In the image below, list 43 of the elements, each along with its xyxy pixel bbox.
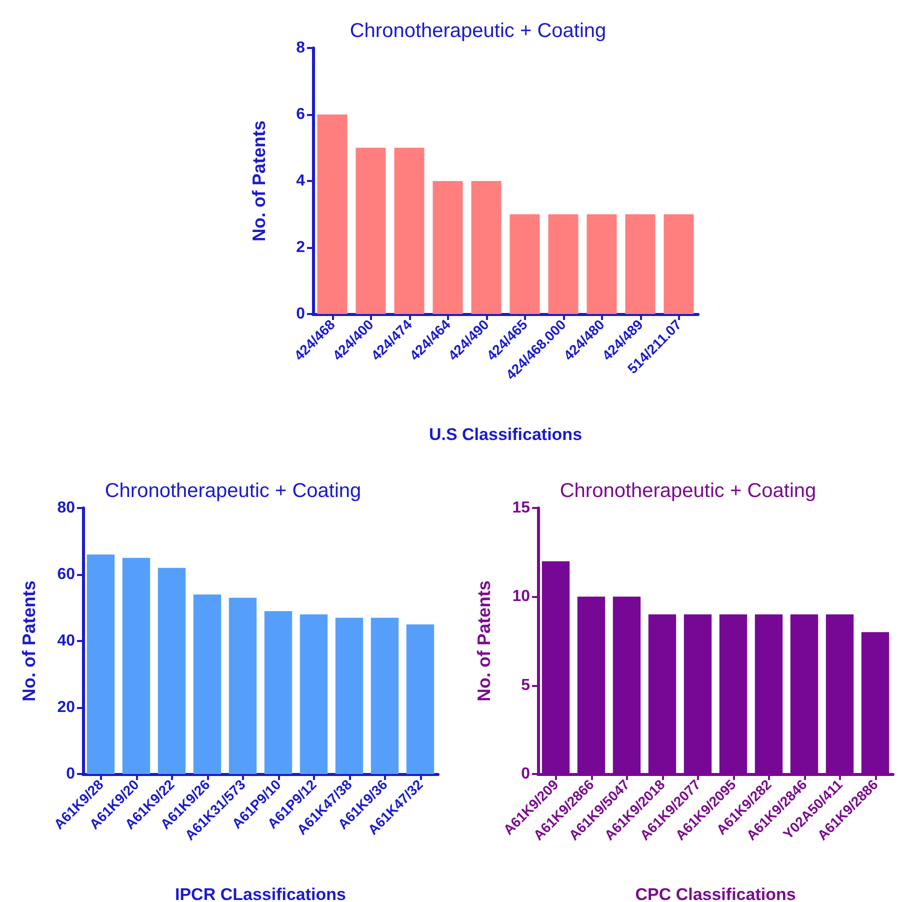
bar xyxy=(228,598,257,774)
bar xyxy=(370,618,399,774)
bar xyxy=(335,618,364,774)
bar xyxy=(510,214,540,314)
bar xyxy=(317,114,348,314)
y-tick-label: 5 xyxy=(521,676,530,694)
y-tick-label: 0 xyxy=(521,766,530,782)
bar xyxy=(664,214,694,314)
chart-title: Chronotherapeutic + Coating xyxy=(104,480,362,502)
y-axis-title: No. of Patents xyxy=(19,580,39,702)
y-tick-label: 0 xyxy=(66,766,76,782)
y-tick-label: 80 xyxy=(57,500,76,516)
y-tick-label: 20 xyxy=(57,699,76,716)
y-tick-label: 4 xyxy=(296,172,306,190)
bar xyxy=(264,611,292,774)
bar xyxy=(625,214,656,314)
x-axis-title: CPC Classifications xyxy=(635,885,796,902)
bar xyxy=(158,568,186,774)
chart-title: Chronotherapeutic + Coating xyxy=(350,20,606,42)
y-tick-label: 60 xyxy=(57,566,76,583)
bar xyxy=(122,558,150,774)
bar xyxy=(471,181,502,314)
bar xyxy=(586,214,617,314)
chart-title: Chronotherapeutic + Coating xyxy=(560,480,816,502)
y-tick-label: 6 xyxy=(296,106,306,123)
y-axis-title: No. of Patents xyxy=(474,580,494,702)
x-axis-title: U.S Classifications xyxy=(428,425,582,444)
y-tick-label: 0 xyxy=(296,306,306,322)
bar xyxy=(432,181,463,314)
y-tick-label: 8 xyxy=(296,40,306,56)
bar xyxy=(394,148,424,314)
y-tick-label: 2 xyxy=(296,239,306,256)
y-tick-label: 15 xyxy=(512,500,530,516)
bar xyxy=(356,148,386,314)
bar xyxy=(300,614,328,774)
y-tick-label: 40 xyxy=(57,632,76,650)
bar xyxy=(406,624,434,774)
bar xyxy=(193,594,222,774)
x-axis-title: IPCR CLassifications xyxy=(175,885,346,902)
y-tick-label: 10 xyxy=(512,588,530,606)
bar xyxy=(86,554,115,774)
y-axis-title: No. of Patents xyxy=(249,120,269,242)
bar xyxy=(548,214,578,314)
